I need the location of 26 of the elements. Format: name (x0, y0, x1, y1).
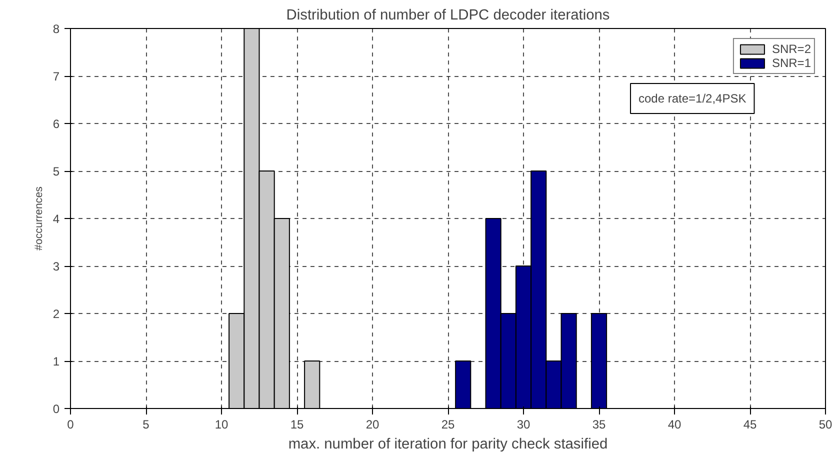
y-tick-label: 6 (52, 117, 60, 131)
y-tick-label: 0 (52, 402, 60, 416)
y-tick-label: 4 (52, 212, 60, 226)
y-tick-label: 8 (52, 22, 60, 36)
y-tick-label: 2 (52, 307, 60, 321)
x-tick-label: 10 (214, 418, 228, 432)
x-tick-label: 15 (290, 418, 304, 432)
x-tick-label: 45 (743, 418, 757, 432)
x-tick-label: 35 (592, 418, 606, 432)
x-tick-label: 0 (67, 418, 74, 432)
x-tick-label: 50 (818, 418, 832, 432)
y-tick-label: 3 (52, 260, 60, 274)
y-axis-title: #occurrences (32, 186, 45, 250)
x-tick-label: 5 (142, 418, 150, 432)
chart-title: Distribution of number of LDPC decoder iterations (286, 8, 610, 24)
x-tick-label: 20 (366, 418, 380, 432)
x-axis-title: max. number of iteration for parity check stasified (288, 436, 608, 452)
y-tick-label: 1 (52, 354, 60, 368)
x-tick-label: 25 (441, 418, 455, 432)
annotation: code rate=1/2,4PSK (638, 92, 746, 106)
y-tick-label: 7 (52, 70, 60, 84)
x-tick-label: 30 (516, 418, 530, 432)
legend-label: SNR=2 (772, 42, 811, 56)
y-tick-label: 5 (52, 164, 60, 178)
x-tick-label: 40 (668, 418, 682, 432)
legend-label: SNR=1 (772, 56, 811, 70)
